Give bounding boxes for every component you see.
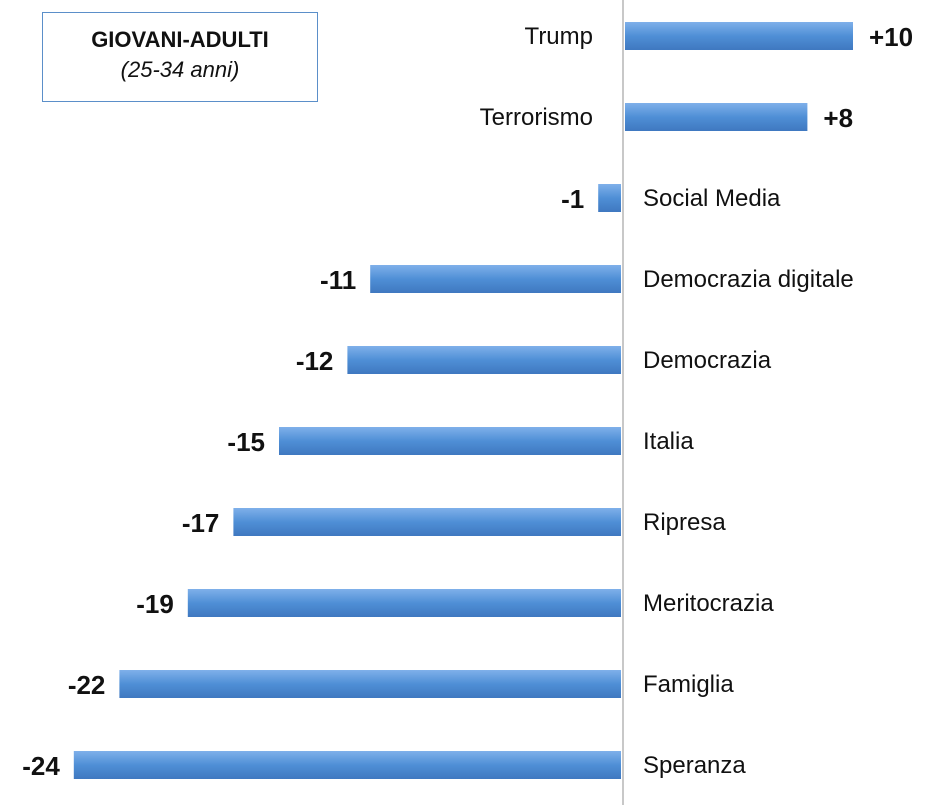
value-label: +10 bbox=[869, 22, 913, 52]
value-label: -1 bbox=[561, 184, 584, 214]
bar-meritocrazia bbox=[187, 589, 622, 617]
category-label: Famiglia bbox=[643, 671, 734, 698]
legend-title: GIOVANI-ADULTI bbox=[91, 27, 269, 52]
bar-trump bbox=[625, 22, 853, 50]
category-label: Democrazia bbox=[643, 347, 772, 374]
value-label: +8 bbox=[823, 103, 853, 133]
bar-terrorismo bbox=[625, 103, 808, 131]
value-label: -11 bbox=[320, 265, 356, 295]
legend-subtitle: (25-34 anni) bbox=[120, 57, 240, 82]
bar-famiglia bbox=[119, 670, 622, 698]
bar-italia bbox=[279, 427, 621, 455]
category-label: Trump bbox=[525, 23, 593, 50]
value-label: -22 bbox=[68, 670, 106, 700]
value-label: -19 bbox=[136, 589, 174, 619]
value-label: -17 bbox=[182, 508, 220, 538]
category-label: Terrorismo bbox=[480, 104, 593, 131]
category-label: Italia bbox=[643, 428, 694, 455]
bar-ripresa bbox=[233, 508, 621, 536]
category-label: Speranza bbox=[643, 752, 746, 779]
category-label: Social Media bbox=[643, 185, 781, 212]
bar-democrazia-digitale bbox=[370, 265, 621, 293]
category-label: Democrazia digitale bbox=[643, 266, 854, 293]
value-label: -24 bbox=[22, 751, 60, 781]
legend-box: GIOVANI-ADULTI (25-34 anni) bbox=[42, 12, 318, 102]
bar-democrazia bbox=[347, 346, 621, 374]
value-label: -12 bbox=[296, 346, 334, 376]
bar-social-media bbox=[598, 184, 621, 212]
category-label: Ripresa bbox=[643, 509, 726, 536]
category-label: Meritocrazia bbox=[643, 590, 774, 617]
value-label: -15 bbox=[227, 427, 265, 457]
bar-speranza bbox=[73, 751, 622, 779]
